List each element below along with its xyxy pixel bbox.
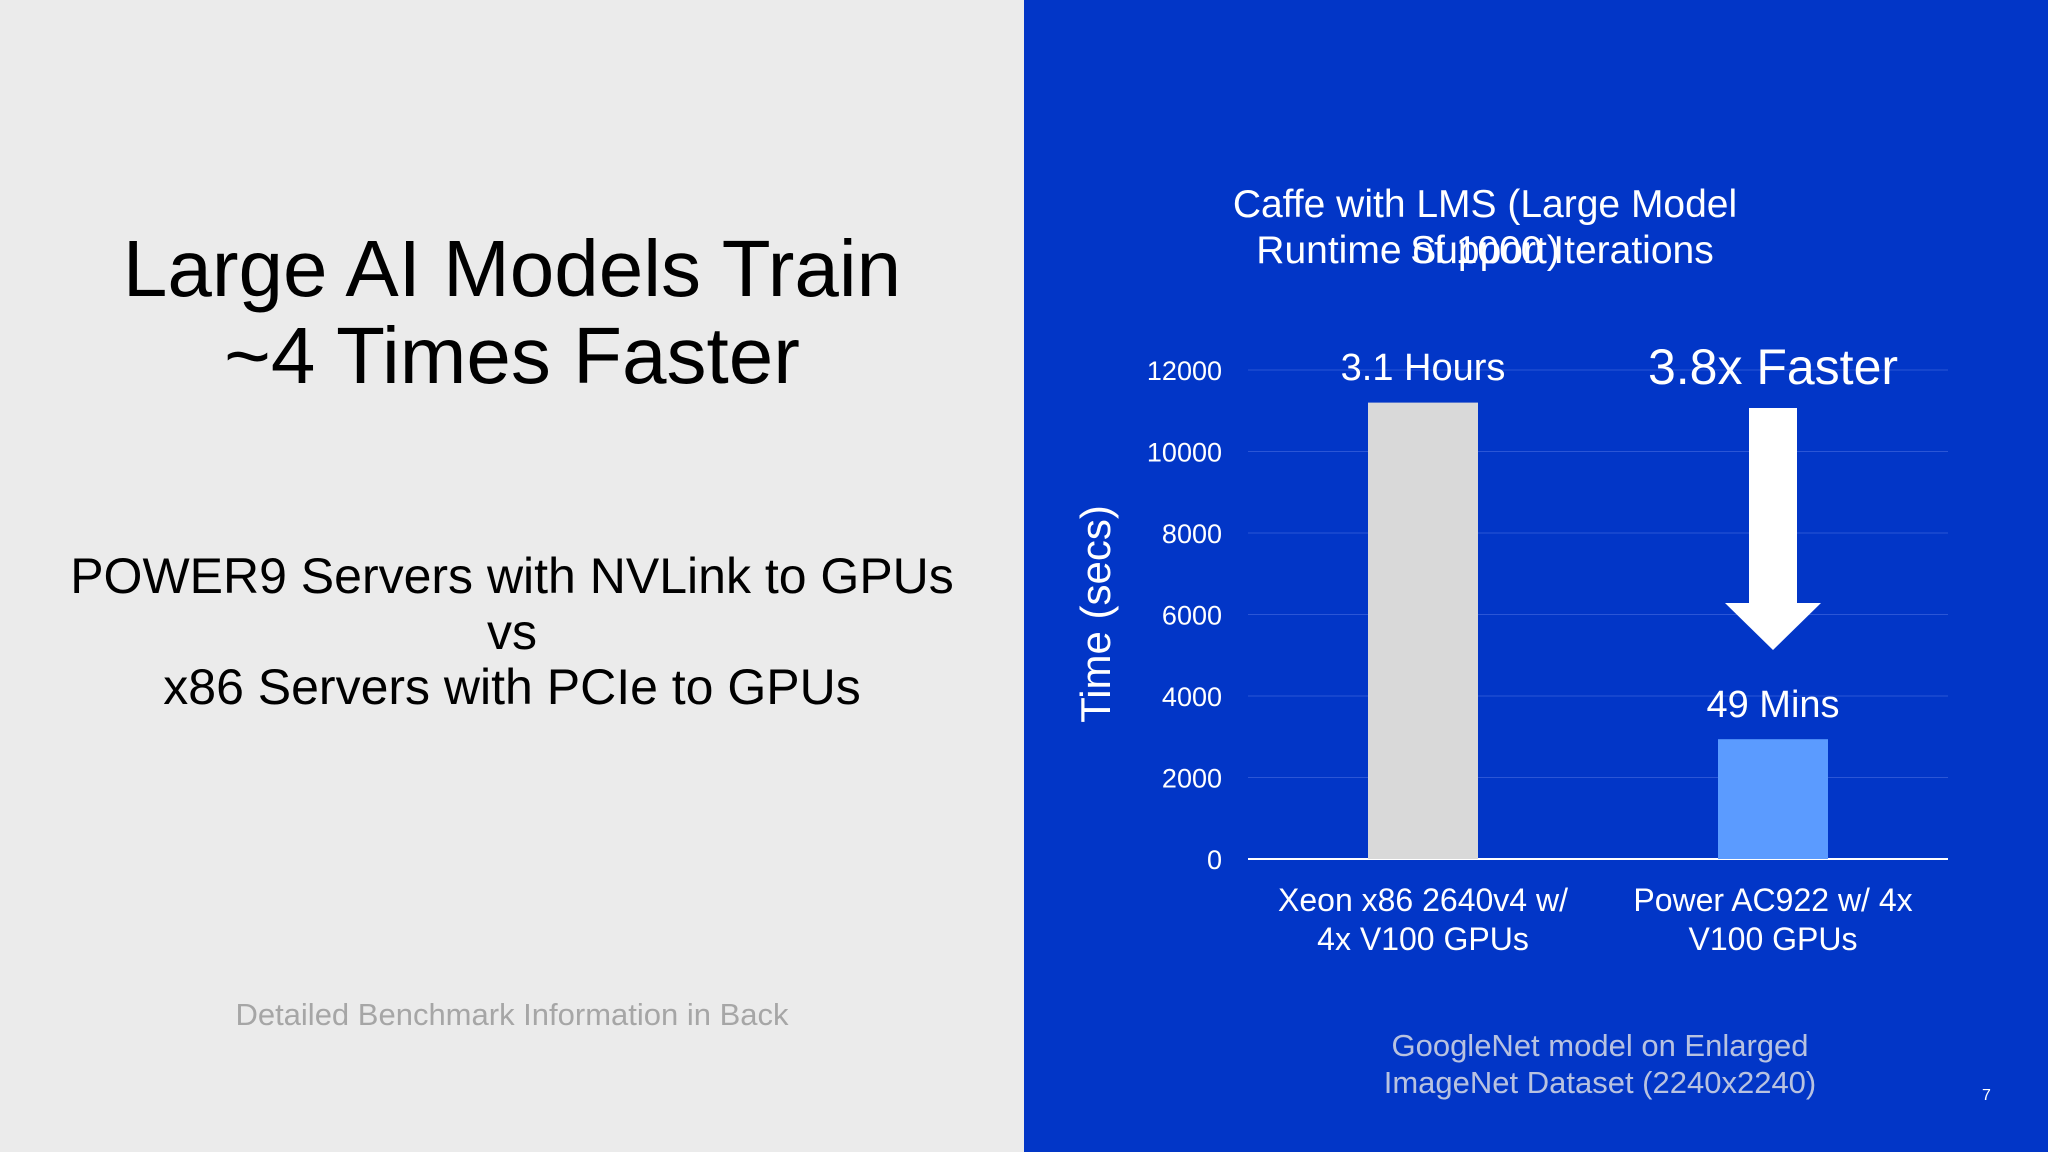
right-panel bbox=[1024, 0, 2048, 1152]
subtitle-line-1: POWER9 Servers with NVLink to GPUs bbox=[70, 548, 954, 604]
dataset-note-line-1: GoogleNet model on Enlarged bbox=[1391, 1028, 1809, 1063]
y-tick-label: 2000 bbox=[1162, 764, 1222, 794]
down-arrow-icon bbox=[1725, 408, 1821, 650]
y-tick-label: 6000 bbox=[1162, 601, 1222, 631]
x-tick-label: 4x V100 GPUs bbox=[1317, 921, 1529, 957]
dataset-note-line-2: ImageNet Dataset (2240x2240) bbox=[1383, 1065, 1817, 1100]
bar-data-label: 49 Mins bbox=[1706, 684, 1839, 726]
page-number: 7 bbox=[1982, 1087, 1991, 1104]
bar bbox=[1368, 402, 1478, 859]
y-tick-label: 8000 bbox=[1162, 519, 1222, 549]
chart-title-line-2: Runtime of 1000 Iterations bbox=[1256, 229, 1714, 272]
x-tick-label: Power AC922 w/ 4x bbox=[1633, 882, 1912, 918]
x-tick-label: V100 GPUs bbox=[1689, 921, 1858, 957]
benchmark-footnote: Detailed Benchmark Information in Back bbox=[235, 997, 789, 1032]
speedup-annotation: 3.8x Faster bbox=[1648, 339, 1898, 395]
y-tick-label: 0 bbox=[1207, 845, 1222, 875]
y-tick-label: 10000 bbox=[1147, 438, 1222, 468]
bar-data-label: 3.1 Hours bbox=[1341, 347, 1506, 389]
y-axis-title: Time (secs) bbox=[1072, 505, 1119, 723]
subtitle-line-2: vs bbox=[487, 604, 537, 660]
slide-title-line-2: ~4 Times Faster bbox=[224, 311, 800, 400]
chart-title-line-1: Caffe with LMS (Large Model Support) bbox=[1232, 183, 1738, 272]
bar bbox=[1718, 739, 1828, 859]
slide-title-line-1: Large AI Models Train bbox=[122, 224, 902, 313]
slide-title: Large AI Models Train ~4 Times Faster bbox=[0, 225, 1024, 399]
left-panel bbox=[0, 0, 1024, 1152]
y-tick-label: 12000 bbox=[1147, 356, 1222, 386]
x-tick-label: Xeon x86 2640v4 w/ bbox=[1278, 882, 1568, 918]
y-tick-label: 4000 bbox=[1162, 682, 1222, 712]
subtitle-line-3: x86 Servers with PCIe to GPUs bbox=[163, 659, 861, 715]
